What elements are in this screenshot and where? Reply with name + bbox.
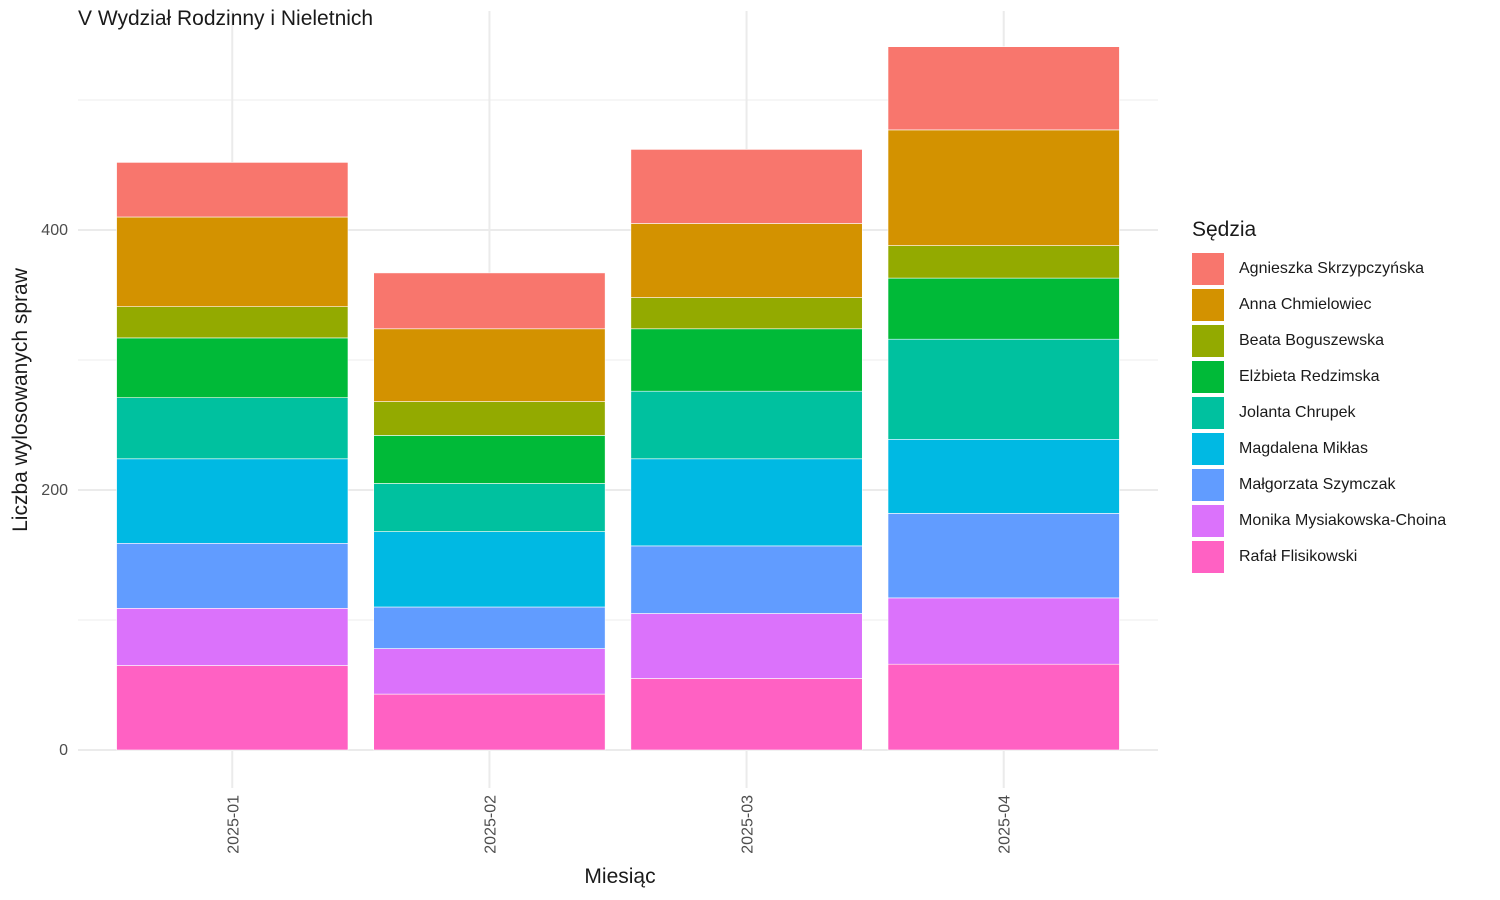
bar-segment-beata-boguszewska-2025-02 bbox=[373, 401, 606, 436]
y-axis-ticks: 0 200 400 bbox=[41, 222, 68, 759]
bar-segment-rafa-flisikowski-2025-03 bbox=[630, 678, 863, 751]
legend-item: Agnieszka Skrzypczyńska bbox=[1192, 251, 1446, 287]
legend-label: Elżbieta Redzimska bbox=[1239, 368, 1380, 385]
bar-segment-monika-mysiakowska-choina-2025-01 bbox=[116, 607, 349, 666]
legend-key bbox=[1192, 433, 1224, 465]
legend-key bbox=[1192, 325, 1224, 357]
bar-segment-beata-boguszewska-2025-01 bbox=[116, 306, 349, 339]
legend-label: Monika Mysiakowska-Choina bbox=[1239, 512, 1447, 529]
bar-segment-anna-chmielowiec-2025-01 bbox=[116, 216, 349, 307]
legend-items: Agnieszka Skrzypczyńska Anna Chmielowiec B… bbox=[1192, 251, 1446, 575]
y-tick-label: 0 bbox=[59, 742, 68, 759]
bar-segment-anna-chmielowiec-2025-02 bbox=[373, 328, 606, 402]
bar-segment-elz-bieta-redzimska-2025-04 bbox=[887, 277, 1120, 340]
bar-segment-agnieszka-skrzypczyn-ska-2025-03 bbox=[630, 149, 863, 224]
x-tick-label: 2025-03 bbox=[740, 795, 757, 854]
bar-segment-jolanta-chrupek-2025-01 bbox=[116, 397, 349, 460]
y-tick-label: 200 bbox=[41, 482, 68, 499]
bar-segment-ma-gorzata-szymczak-2025-03 bbox=[630, 545, 863, 614]
legend-item: Monika Mysiakowska-Choina bbox=[1192, 503, 1446, 539]
y-axis-label: Liczba wylosowanych spraw bbox=[9, 268, 32, 532]
bar-segment-jolanta-chrupek-2025-04 bbox=[887, 338, 1120, 440]
legend-label: Magdalena Mikłas bbox=[1239, 440, 1368, 457]
x-axis-label: Miesiąc bbox=[584, 865, 656, 888]
chart-title: V Wydział Rodzinny i Nieletnich bbox=[78, 7, 374, 30]
bar-segment-ma-gorzata-szymczak-2025-04 bbox=[887, 513, 1120, 599]
bar-segment-monika-mysiakowska-choina-2025-02 bbox=[373, 648, 606, 695]
legend-item: Jolanta Chrupek bbox=[1192, 395, 1446, 431]
bar-segment-elz-bieta-redzimska-2025-01 bbox=[116, 337, 349, 398]
legend-item: Anna Chmielowiec bbox=[1192, 287, 1446, 323]
bar-segment-rafa-flisikowski-2025-02 bbox=[373, 693, 606, 751]
legend-label: Beata Boguszewska bbox=[1239, 332, 1384, 349]
bar-segment-beata-boguszewska-2025-03 bbox=[630, 297, 863, 330]
legend-item: Małgorzata Szymczak bbox=[1192, 467, 1446, 503]
legend-label: Jolanta Chrupek bbox=[1239, 404, 1356, 421]
bar-segment-magdalena-mik-as-2025-01 bbox=[116, 458, 349, 544]
legend-key bbox=[1192, 289, 1224, 321]
bar-segment-jolanta-chrupek-2025-02 bbox=[373, 483, 606, 532]
bar-segment-ma-gorzata-szymczak-2025-01 bbox=[116, 542, 349, 609]
legend-label: Anna Chmielowiec bbox=[1239, 296, 1372, 313]
bar-segment-monika-mysiakowska-choina-2025-04 bbox=[887, 597, 1120, 665]
legend-item: Rafał Flisikowski bbox=[1192, 539, 1446, 575]
x-tick-label: 2025-01 bbox=[225, 795, 242, 854]
legend-key bbox=[1192, 361, 1224, 393]
legend-label: Agnieszka Skrzypczyńska bbox=[1239, 260, 1424, 277]
bar-segment-elz-bieta-redzimska-2025-03 bbox=[630, 328, 863, 392]
legend-item: Beata Boguszewska bbox=[1192, 323, 1446, 359]
bar-stacks bbox=[116, 46, 1120, 751]
bar-segment-agnieszka-skrzypczyn-ska-2025-02 bbox=[373, 272, 606, 330]
legend-key bbox=[1192, 397, 1224, 429]
x-tick-label: 2025-04 bbox=[997, 795, 1014, 854]
bar-segment-agnieszka-skrzypczyn-ska-2025-01 bbox=[116, 162, 349, 218]
bar-segment-anna-chmielowiec-2025-04 bbox=[887, 129, 1120, 246]
bar-segment-beata-boguszewska-2025-04 bbox=[887, 245, 1120, 279]
bar-segment-magdalena-mik-as-2025-02 bbox=[373, 531, 606, 608]
y-tick-label: 400 bbox=[41, 222, 68, 239]
legend-label: Małgorzata Szymczak bbox=[1239, 476, 1396, 493]
legend-key bbox=[1192, 505, 1224, 537]
legend-key bbox=[1192, 541, 1224, 573]
bar-segment-jolanta-chrupek-2025-03 bbox=[630, 390, 863, 460]
legend-key bbox=[1192, 253, 1224, 285]
bar-segment-elz-bieta-redzimska-2025-02 bbox=[373, 435, 606, 484]
x-axis-ticks: 2025-01 2025-02 2025-03 2025-04 bbox=[225, 795, 1013, 854]
bar-segment-monika-mysiakowska-choina-2025-03 bbox=[630, 613, 863, 679]
bar-segment-rafa-flisikowski-2025-04 bbox=[887, 663, 1120, 751]
bar-segment-agnieszka-skrzypczyn-ska-2025-04 bbox=[887, 46, 1120, 131]
legend-label: Rafał Flisikowski bbox=[1239, 548, 1358, 565]
bar-segment-anna-chmielowiec-2025-03 bbox=[630, 223, 863, 298]
legend-title: Sędzia bbox=[1192, 218, 1257, 241]
bar-segment-rafa-flisikowski-2025-01 bbox=[116, 665, 349, 751]
legend-item: Magdalena Mikłas bbox=[1192, 431, 1446, 467]
bar-segment-magdalena-mik-as-2025-03 bbox=[630, 458, 863, 547]
legend-key bbox=[1192, 469, 1224, 501]
legend: Sędzia Agnieszka Skrzypczyńska Anna Chmie… bbox=[1192, 218, 1446, 575]
bar-segment-ma-gorzata-szymczak-2025-02 bbox=[373, 606, 606, 649]
x-tick-label: 2025-02 bbox=[482, 795, 499, 854]
bar-segment-magdalena-mik-as-2025-04 bbox=[887, 438, 1120, 514]
legend-item: Elżbieta Redzimska bbox=[1192, 359, 1446, 395]
